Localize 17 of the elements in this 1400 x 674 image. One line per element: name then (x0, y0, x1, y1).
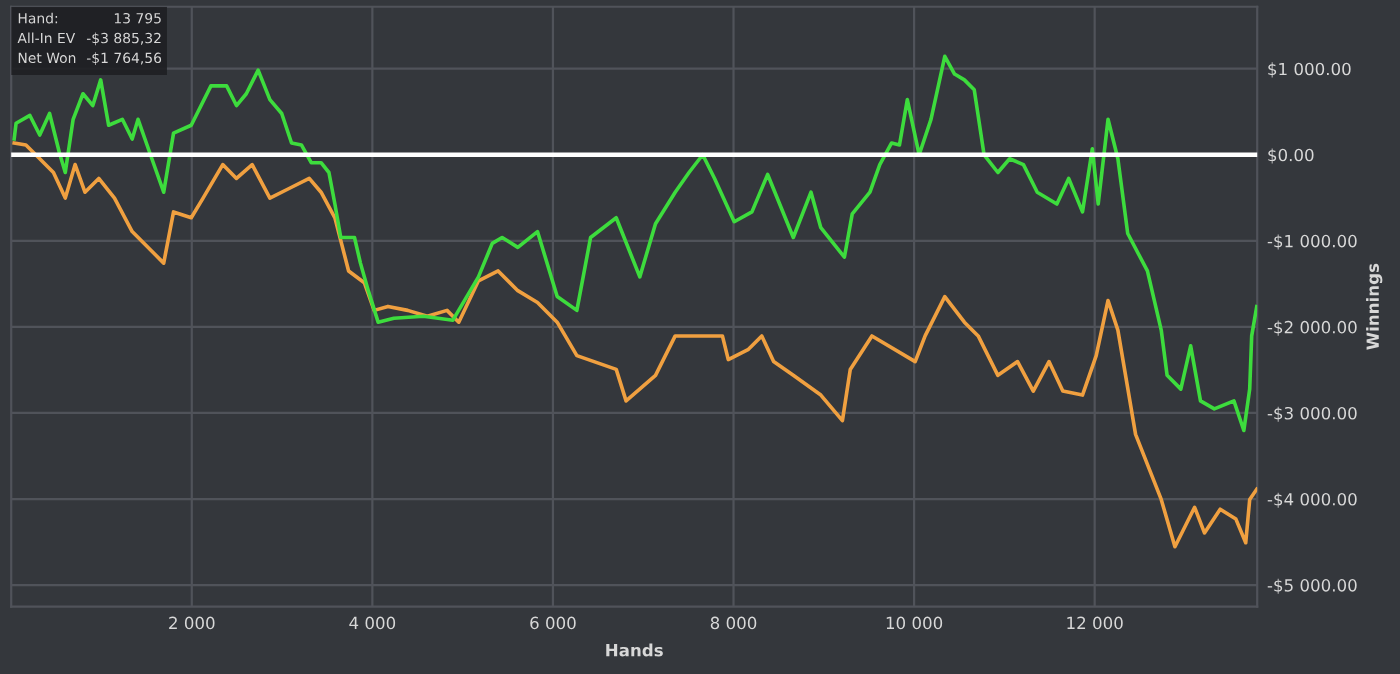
y-axis-title: Winnings (1366, 263, 1383, 350)
y-tick-label: -$5 000.00 (1267, 578, 1357, 594)
line-series (12, 54, 1258, 433)
y-tick-label: -$2 000.00 (1267, 320, 1357, 336)
y-tick-label: $1 000.00 (1268, 62, 1351, 78)
x-axis-title: Hands (606, 643, 663, 657)
x-tick-label: 10 000 (886, 616, 943, 630)
line-series (12, 141, 1258, 549)
x-tick-label: 6 000 (530, 616, 576, 630)
y-tick-label: $0.00 (1268, 148, 1314, 164)
y-tick-label: -$4 000.00 (1267, 492, 1357, 508)
x-tick-label: 2 000 (169, 616, 215, 630)
x-tick-label: 4 000 (349, 616, 396, 630)
y-tick-label: -$3 000.00 (1267, 406, 1357, 422)
x-tick-label: 12 000 (1067, 616, 1123, 630)
x-tick-label: 8 000 (710, 616, 757, 630)
y-tick-label: -$1 000.00 (1267, 234, 1357, 250)
